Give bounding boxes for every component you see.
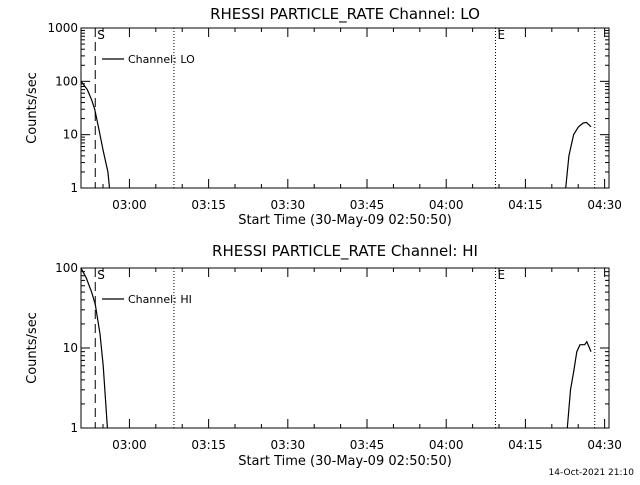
x-axis-label: Start Time (30-May-09 02:50:50) (238, 213, 452, 228)
x-tick-label: 04:00 (429, 438, 464, 452)
y-tick-label: 100 (55, 261, 78, 275)
series-line-segment (566, 340, 592, 429)
y-tick-label: 10 (63, 341, 78, 355)
y-tick-label: 1 (70, 181, 78, 195)
y-axis-label: Counts/sec (25, 72, 40, 144)
series-line-segment (80, 267, 108, 429)
legend-label: Channel: LO (128, 53, 195, 66)
x-tick-label: 03:15 (191, 198, 226, 212)
y-tick-label: 1000 (47, 21, 78, 35)
x-tick-label: 04:30 (587, 198, 622, 212)
x-tick-label: 03:15 (191, 438, 226, 452)
y-axis-label: Counts/sec (25, 312, 40, 384)
chart-panel-2: RHESSI PARTICLE_RATE Channel: HI 1 10 100 03… (25, 242, 622, 469)
timestamp: 14-Oct-2021 21:10 (548, 468, 634, 478)
x-tick-label: 03:30 (271, 198, 306, 212)
time-marker-label: S (97, 268, 105, 282)
y-tick-label: 10 (63, 128, 78, 142)
y-tick-label: 1 (70, 421, 78, 435)
plot-frame (80, 27, 610, 189)
time-marker-label: E (497, 268, 505, 282)
x-tick-label: 03:45 (350, 198, 385, 212)
x-tick-label: 03:00 (112, 438, 147, 452)
x-tick-label: 04:30 (587, 438, 622, 452)
x-tick-label: 03:30 (271, 438, 306, 452)
x-axis-label: Start Time (30-May-09 02:50:50) (238, 454, 452, 469)
y-tick-label: 100 (55, 74, 78, 88)
x-tick-label: 04:15 (508, 198, 543, 212)
plot-frame (80, 267, 610, 429)
chart-title: RHESSI PARTICLE_RATE Channel: LO (210, 5, 480, 24)
x-tick-label: 03:00 (112, 198, 147, 212)
series-line-segment (80, 80, 111, 189)
chart-panel-1: RHESSI PARTICLE_RATE Channel: LO 1 10 100 10… (25, 5, 622, 228)
time-marker-label: S (97, 28, 105, 42)
x-tick-label: 03:45 (350, 438, 385, 452)
series-line-segment (565, 121, 592, 189)
time-marker-label: E (497, 28, 505, 42)
x-tick-label: 04:15 (508, 438, 543, 452)
x-tick-label: 04:00 (429, 198, 464, 212)
legend-label: Channel: HI (128, 293, 192, 306)
chart-title: RHESSI PARTICLE_RATE Channel: HI (212, 242, 478, 261)
